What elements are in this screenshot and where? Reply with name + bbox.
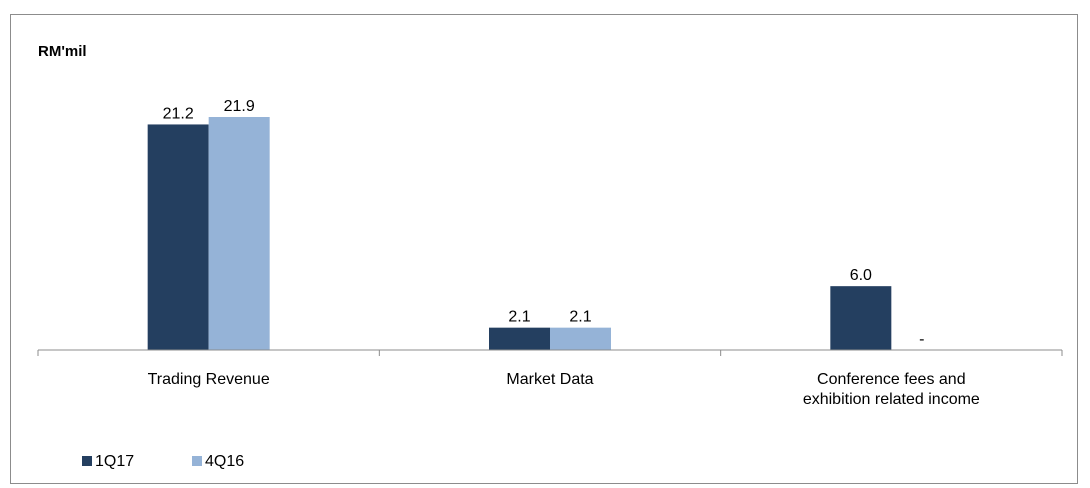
data-label-1q17-market-data: 2.1: [508, 309, 530, 326]
legend-label-4q16: 4Q16: [205, 453, 244, 470]
legend-swatch-4q16: [192, 456, 202, 466]
bars-group: [147, 117, 892, 351]
bar-1q17-market-data: [489, 327, 550, 350]
legend-label-1q17: 1Q17: [95, 453, 134, 470]
data-label-1q17-trading-revenue: 21.2: [163, 105, 194, 122]
category-label-market-data: Market Data: [506, 371, 593, 388]
bar-4q16-trading-revenue: [208, 117, 270, 350]
category-label-conference-fees-and-exhibition-related-income: Conference fees and exhibition related in…: [803, 371, 980, 408]
legend-swatch-1q17: [82, 456, 92, 466]
bar-1q17-conference-fees-and-exhibition-related-income: [830, 286, 892, 350]
data-labels-group: 21.2 21.9 2.1 2.1 6.0 -: [163, 98, 925, 348]
bar-4q16-market-data: [550, 327, 611, 350]
x-axis: [37, 349, 1063, 356]
category-labels-group: Trading Revenue Market Data Conference fee…: [148, 371, 980, 408]
data-label-4q16-trading-revenue: 21.9: [224, 98, 255, 115]
bar-1q17-trading-revenue: [147, 124, 209, 351]
data-label-1q17-conference-fees-and-exhibition-related-income: 6.0: [850, 267, 872, 284]
category-label-trading-revenue: Trading Revenue: [148, 371, 270, 388]
unit-label: RM'mil: [38, 43, 87, 60]
data-label-4q16-conference-fees-and-exhibition-related-income: -: [919, 331, 924, 348]
data-label-4q16-market-data: 2.1: [569, 309, 591, 326]
legend: 1Q17 4Q16: [82, 453, 244, 470]
